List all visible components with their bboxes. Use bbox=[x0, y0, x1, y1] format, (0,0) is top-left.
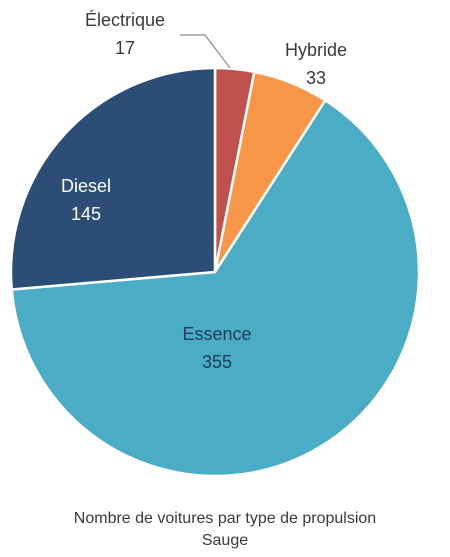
pie-chart: Électrique 17 Hybride 33 Essence 355 Diesel 145 bbox=[9, 10, 421, 478]
pie-slice-essence bbox=[10, 99, 421, 478]
data-labels: Électrique 17 Hybride 33 Essence 355 Diesel 145 bbox=[61, 10, 347, 372]
data-label-name: Hybride bbox=[285, 40, 347, 60]
data-label-value: 355 bbox=[202, 352, 232, 372]
data-label-name: Essence bbox=[182, 324, 251, 344]
leader-lines bbox=[180, 34, 231, 69]
pie-slices bbox=[9, 66, 421, 478]
pie-slice-diesel bbox=[9, 66, 217, 291]
data-label-value: 33 bbox=[306, 68, 326, 88]
data-label-value: 17 bbox=[115, 38, 135, 58]
chart-caption-line-1: Nombre de voitures par type de propulsio… bbox=[73, 510, 377, 527]
data-label-name: Électrique bbox=[85, 10, 165, 30]
chart-caption-line-2: Sauge bbox=[201, 532, 249, 549]
data-label-value: 145 bbox=[71, 204, 101, 224]
data-label-name: Diesel bbox=[61, 176, 111, 196]
leader-line-electrique bbox=[180, 34, 231, 69]
